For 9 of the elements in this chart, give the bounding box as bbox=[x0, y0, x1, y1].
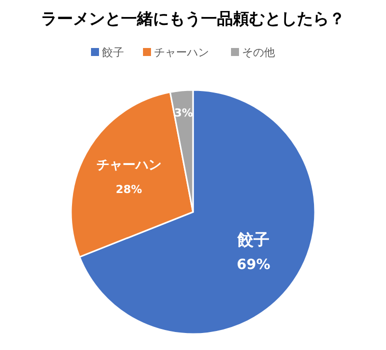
data-label: 28% bbox=[116, 182, 142, 196]
legend-label: その他 bbox=[242, 46, 275, 59]
chart-title: ラーメンと一緒にもう一品頼むとしたら？ bbox=[41, 9, 345, 28]
data-label: 69% bbox=[236, 257, 270, 274]
legend-label: 餃子 bbox=[102, 46, 124, 59]
legend-label: チャーハン bbox=[154, 46, 209, 59]
slice-label: 餃子 bbox=[236, 230, 270, 250]
slice-label: チャーハン bbox=[96, 158, 162, 173]
data-label: 3% bbox=[174, 106, 193, 120]
